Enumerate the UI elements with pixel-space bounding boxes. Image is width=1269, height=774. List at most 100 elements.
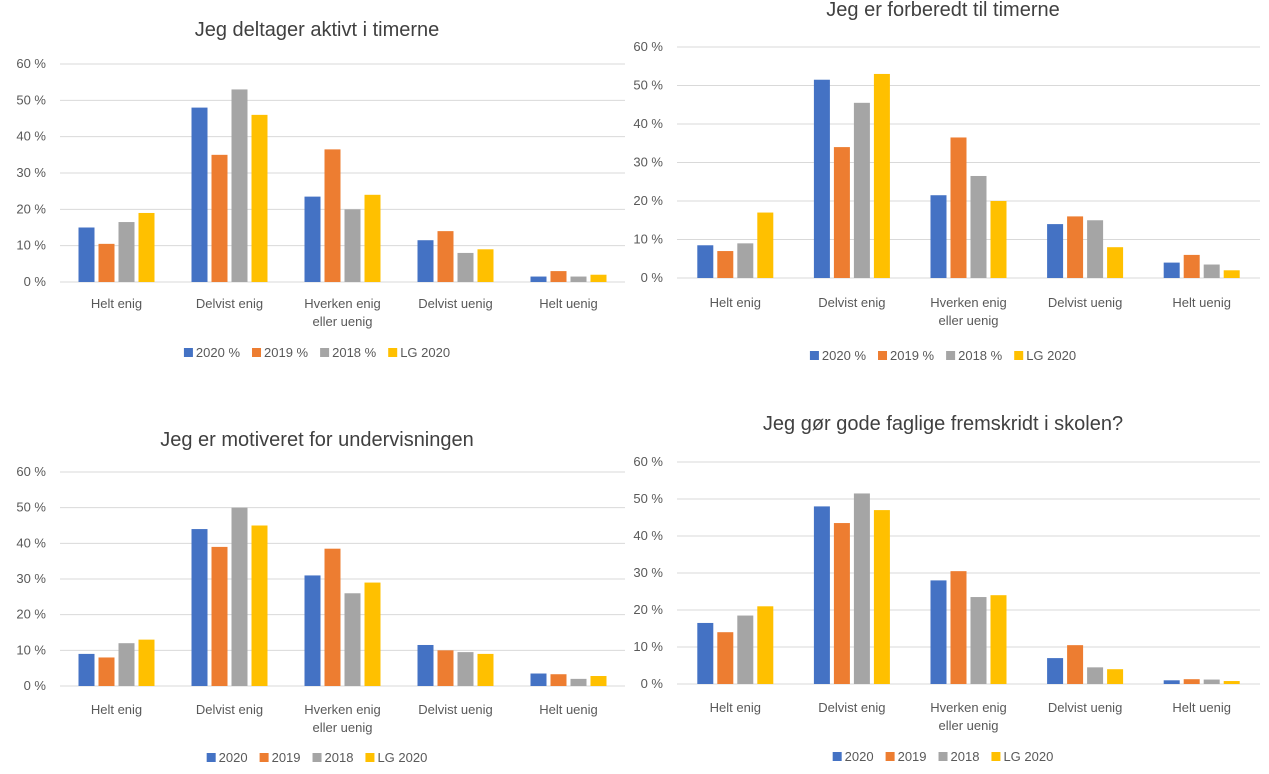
x-tick-label: eller uenig	[313, 314, 373, 329]
bar	[1087, 220, 1104, 278]
bar	[1047, 658, 1064, 684]
x-tick-label: Hverken enig	[930, 700, 1007, 715]
legend-swatch	[365, 753, 375, 762]
bar	[78, 227, 95, 282]
y-tick-label: 30 %	[16, 165, 46, 180]
bar	[98, 657, 115, 686]
x-tick-label: Helt uenig	[1172, 295, 1231, 310]
legend-swatch	[809, 351, 819, 360]
bar	[1047, 224, 1064, 278]
bar	[118, 222, 135, 282]
x-tick-label: Delvist enig	[196, 702, 263, 717]
bar	[118, 643, 135, 686]
legend-label: 2020	[845, 749, 874, 764]
x-tick-label: Helt uenig	[539, 702, 598, 717]
legend-label: 2018 %	[958, 348, 1003, 363]
y-tick-label: 50 %	[633, 491, 663, 506]
bar	[970, 175, 987, 278]
x-tick-label: Hverken enig	[930, 295, 1007, 310]
bar	[231, 507, 248, 686]
y-tick-label: 10 %	[16, 238, 46, 253]
chart-title: Jeg er forberedt til timerne	[826, 0, 1059, 21]
chart-2: Jeg er forberedt til timerne 0 % 10 % 20 % 3…	[633, 0, 1260, 363]
bar	[833, 523, 850, 684]
x-tick-label: Helt enig	[710, 700, 761, 715]
x-tick-label: Delvist uenig	[1048, 295, 1122, 310]
legend-label: LG 2020	[1003, 749, 1053, 764]
bar	[1163, 680, 1180, 684]
chart-3: Jeg er motiveret for undervisningen 0 % 10…	[16, 429, 625, 765]
legend-label: LG 2020	[377, 750, 427, 765]
bar	[1107, 247, 1124, 278]
bar	[477, 249, 494, 282]
bar	[344, 593, 361, 686]
bar	[1163, 262, 1180, 278]
bar	[853, 493, 870, 684]
bar	[990, 201, 1007, 278]
y-tick-label: 60 %	[633, 39, 663, 54]
legend: 2020 2019 2018 LG 2020	[832, 749, 1053, 764]
y-tick-label: 0 %	[24, 678, 47, 693]
y-tick-label: 50 %	[16, 500, 46, 515]
legend-swatch	[832, 752, 842, 761]
bar	[437, 650, 454, 686]
bar	[1223, 681, 1240, 684]
bar	[211, 154, 228, 282]
y-tick-label: 40 %	[633, 116, 663, 131]
legend-label: 2019	[898, 749, 927, 764]
y-tick-label: 30 %	[16, 571, 46, 586]
bar	[873, 73, 890, 278]
bar	[191, 107, 208, 282]
legend-label: 2020 %	[822, 348, 867, 363]
bar	[1183, 679, 1200, 684]
bar	[251, 114, 268, 282]
legend-label: 2018 %	[332, 345, 377, 360]
bar	[930, 195, 947, 278]
legend-label: 2020	[219, 750, 248, 765]
y-tick-label: 0 %	[641, 270, 664, 285]
bar	[550, 674, 567, 686]
bar	[590, 676, 607, 686]
chart-panel-1: Jeg deltager aktivt i timerne 0 % 10 % 20 %…	[0, 0, 634, 384]
bar	[950, 571, 967, 684]
chart-4: Jeg gør gode faglige fremskridt i skolen…	[633, 413, 1260, 764]
chart-panel-2: Jeg er forberedt til timerne 0 % 10 % 20 % 3…	[617, 0, 1269, 384]
legend: 2020 % 2019 % 2018 % LG 2020	[183, 345, 450, 360]
bar	[590, 274, 607, 282]
legend-swatch	[878, 351, 888, 360]
bar	[717, 251, 734, 278]
bar	[437, 231, 454, 282]
y-tick-label: 50 %	[16, 92, 46, 107]
legend-label: LG 2020	[1026, 348, 1076, 363]
legend-swatch	[252, 348, 262, 357]
legend-swatch	[938, 752, 948, 761]
y-tick-label: 60 %	[16, 464, 46, 479]
x-tick-label: Hverken enig	[304, 702, 381, 717]
legend-swatch	[388, 348, 398, 357]
x-tick-label: Hverken enig	[304, 296, 381, 311]
x-tick-label: Helt enig	[91, 296, 142, 311]
bar	[1203, 679, 1220, 684]
bar	[211, 546, 228, 686]
legend-label: 2018	[951, 749, 980, 764]
y-tick-label: 40 %	[16, 535, 46, 550]
y-tick-label: 0 %	[641, 676, 664, 691]
legend-swatch	[206, 753, 216, 762]
bar	[304, 196, 321, 282]
chart-panel-3: Jeg er motiveret for undervisningen 0 % 10…	[0, 384, 634, 769]
y-tick-label: 20 %	[633, 193, 663, 208]
y-tick-label: 0 %	[24, 274, 47, 289]
legend: 2020 % 2019 % 2018 % LG 2020	[809, 348, 1076, 363]
bar	[813, 506, 830, 684]
legend: 2020 2019 2018 LG 2020	[206, 750, 427, 765]
bar	[570, 678, 587, 686]
bar	[697, 245, 714, 278]
bar	[813, 79, 830, 278]
chart-title: Jeg deltager aktivt i timerne	[195, 19, 440, 41]
bar	[1223, 270, 1240, 278]
y-tick-label: 60 %	[633, 454, 663, 469]
x-tick-label: Delvist uenig	[1048, 700, 1122, 715]
bar	[717, 632, 734, 684]
legend-swatch	[885, 752, 895, 761]
bar	[570, 276, 587, 282]
